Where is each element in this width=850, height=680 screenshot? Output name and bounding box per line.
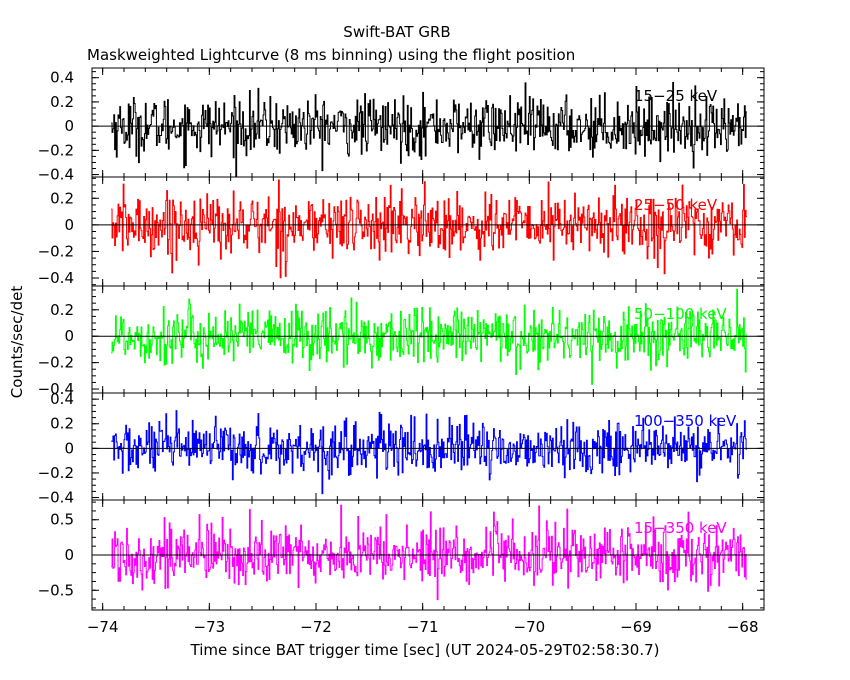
y-tick-label: 0.4 [50, 69, 74, 87]
y-tick-label: 0.2 [50, 189, 74, 207]
y-tick-label: 0.2 [50, 415, 74, 433]
x-tick-label: −69 [620, 618, 652, 636]
x-axis-label: Time since BAT trigger time [sec] (UT 20… [190, 641, 660, 659]
y-tick-label: 0 [64, 117, 74, 135]
y-tick-label: −0.2 [38, 242, 74, 260]
y-tick-label: 0.2 [50, 301, 74, 319]
band-label: 15−350 keV [634, 519, 727, 537]
y-tick-label: 0 [64, 546, 74, 564]
chart-subtitle: Maskweighted Lightcurve (8 ms binning) u… [87, 46, 575, 64]
series-line [111, 179, 747, 279]
panel-15-25-kev: 15−25 keV −0.4 −0.2 0 0.2 0.4 [38, 67, 765, 184]
x-tick-label: −74 [87, 618, 119, 636]
y-tick-label: −0.2 [38, 354, 74, 372]
series-line [111, 504, 747, 601]
y-tick-label: −0.2 [38, 464, 74, 482]
y-axis-label: Counts/sec/det [8, 286, 26, 399]
x-tick-label: −68 [727, 618, 759, 636]
y-tick-label: 0.4 [50, 390, 74, 408]
panel-100-350-kev: 100−350 keV −0.4 −0.2 0 0.2 0.4 [38, 390, 765, 507]
x-tick-label: −71 [407, 618, 439, 636]
y-tick-label: 0 [64, 439, 74, 457]
series-line [111, 82, 747, 177]
y-tick-label: −0.4 [38, 489, 74, 507]
y-tick-label: −0.4 [38, 380, 74, 398]
y-tick-label: −0.4 [38, 166, 74, 184]
x-tick-label: −73 [194, 618, 226, 636]
chart-title: Swift-BAT GRB [343, 23, 450, 41]
band-label: 50−100 keV [634, 305, 727, 323]
panels-group: 15−25 keV −0.4 −0.2 0 0.2 0.4 25−50 keV −0.4 −0.… [38, 67, 765, 636]
y-tick-label: 0.5 [50, 511, 74, 529]
band-label: 25−50 keV [634, 196, 718, 214]
y-tick-label: −0.2 [38, 141, 74, 159]
panel-25-50-kev: 25−50 keV −0.4 −0.2 0 0.2 [38, 176, 765, 287]
y-tick-label: −0.4 [38, 269, 74, 287]
band-label: 100−350 keV [634, 412, 737, 430]
panel-50-100-kev: 50−100 keV −0.4 −0.2 0 0.2 [38, 285, 765, 398]
y-tick-label: 0 [64, 216, 74, 234]
band-label: 15−25 keV [634, 87, 718, 105]
y-tick-label: 0.2 [50, 93, 74, 111]
series-line [111, 410, 747, 495]
x-tick-label: −72 [300, 618, 332, 636]
panel-15-350-kev: 15−350 keV −0.5 0 0.5 [38, 499, 765, 611]
y-tick-label: 0 [64, 327, 74, 345]
series-line [111, 288, 747, 385]
x-tick-label: −70 [514, 618, 546, 636]
y-tick-label: −0.5 [38, 581, 74, 599]
